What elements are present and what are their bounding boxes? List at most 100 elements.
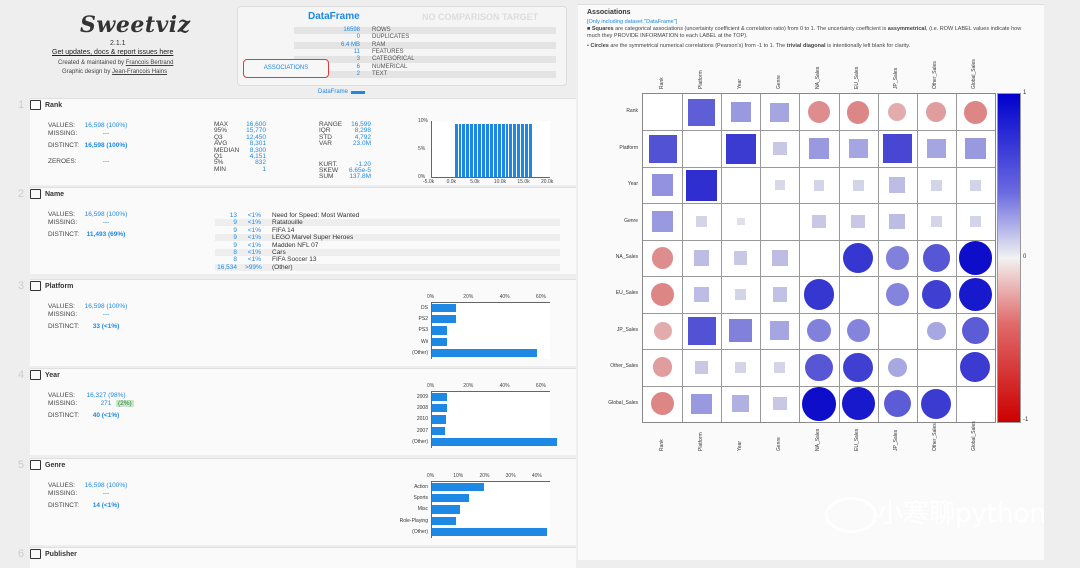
hist-bar <box>493 123 497 177</box>
variable-tab-genre[interactable]: Genre <box>30 460 65 474</box>
top-value-row <box>215 227 560 234</box>
stat-value: 6.65e-5 <box>348 167 371 174</box>
stat-label: MISSING: <box>48 400 78 407</box>
top-value-row <box>215 234 560 242</box>
associations-button[interactable]: ASSOCIATIONS <box>243 59 329 78</box>
grid-line-h <box>643 239 995 241</box>
dataframe-row-value: 0 <box>356 34 360 41</box>
dataframe-row-label: ROWS <box>372 27 391 33</box>
dataframe-row-label: NUMERICAL <box>372 63 408 70</box>
matrix-cell <box>736 217 745 226</box>
matrix-cell <box>805 353 833 382</box>
matrix-col-label-bottom: Global_Sales <box>971 421 978 451</box>
stat-value: 16,598 (100%) <box>84 482 128 489</box>
dataframe-row: 16598 ROWS <box>294 27 556 34</box>
matrix-col-label-bottom: NA_Sales <box>815 428 821 451</box>
dataframe-legend: DataFrame <box>318 89 366 96</box>
matrix-cell <box>688 98 716 126</box>
dataframe-row-value: 6 <box>356 63 360 70</box>
matrix-cell <box>927 321 946 341</box>
bar-label: Wii <box>421 338 428 345</box>
stat-label: STD <box>319 133 332 141</box>
quantile-value: 4,151 <box>249 153 266 160</box>
top-value-count: 9 <box>233 226 237 234</box>
bar-label: DS <box>421 305 428 311</box>
dataframe-row-label: TEXT <box>372 70 388 77</box>
bar-xtick: 60% <box>535 294 546 300</box>
bar <box>432 437 558 446</box>
matrix-col-label-top: Genre <box>775 75 782 89</box>
associations-description: [Only including dataset "DataFrame"] ■ S… <box>587 19 1035 50</box>
stat-value: 16,599 <box>351 121 371 128</box>
quantile-label: Q3 <box>214 133 223 141</box>
matrix-cell <box>969 216 981 228</box>
matrix-col-label-top: Global_Sales <box>971 59 978 89</box>
matrix-col-label-top: NA_Sales <box>815 66 821 89</box>
bar-label: 2008 <box>416 405 428 412</box>
bar-label: 2010 <box>416 416 428 423</box>
variable-index: 5 <box>18 459 25 471</box>
author-link[interactable]: Francois Bertrand <box>125 60 174 66</box>
top-value-row <box>215 249 560 256</box>
matrix-cell <box>922 244 951 272</box>
variable-tab-year[interactable]: Year <box>30 370 60 384</box>
associations-title: Associations <box>587 9 631 16</box>
matrix-cell <box>843 352 873 383</box>
bar <box>432 494 469 503</box>
grid-line-v <box>721 94 723 422</box>
dataframe-row-label: CATEGORICAL <box>372 56 415 63</box>
hist-ytick: 5% <box>418 146 426 152</box>
variable-tab-platform[interactable]: Platform <box>30 281 73 295</box>
stat-value: 16,598 (100%) <box>84 303 128 310</box>
hist-xtick: 5.0k <box>470 179 480 185</box>
matrix-cell <box>842 242 874 274</box>
matrix-cell <box>772 250 788 266</box>
matrix-col-label-top: Rank <box>658 77 665 89</box>
matrix-cell <box>691 393 712 414</box>
matrix-cell <box>969 179 981 191</box>
matrix-row-label: JP_Sales <box>616 326 638 333</box>
stat-value: --- <box>102 311 110 318</box>
stat-label: VALUES: <box>48 482 75 489</box>
top-value-name: LEGO Marvel Super Heroes <box>272 234 354 242</box>
hist-ytick: 0% <box>418 174 426 180</box>
hist-bar <box>466 123 470 177</box>
grid-icon <box>30 460 41 470</box>
matrix-cell <box>725 133 756 164</box>
stat-value: 4,792 <box>354 133 371 141</box>
variable-tab-name[interactable]: Name <box>30 189 64 203</box>
matrix-col-label-bottom: EU_Sales <box>854 428 861 451</box>
stat-value: 271 <box>100 400 112 407</box>
bar-xtick: 20% <box>463 383 474 389</box>
matrix-cell <box>846 319 870 343</box>
top-value-count: 8 <box>233 249 237 256</box>
grid-line-h <box>643 349 995 351</box>
top-value-name: Need for Speed: Most Wanted <box>272 212 360 219</box>
bar <box>432 404 448 413</box>
matrix-col-label-top: Platform <box>697 70 704 89</box>
matrix-cell <box>965 138 986 159</box>
matrix-col-label-bottom: Other_Sales <box>932 423 939 451</box>
matrix-cell <box>735 288 747 300</box>
matrix-col-label-top: JP_Sales <box>893 67 900 89</box>
matrix-cell <box>808 101 830 124</box>
variable-tab-rank[interactable]: Rank <box>30 100 62 114</box>
updates-link[interactable]: Get updates, docs & report issues here <box>52 49 174 56</box>
quantile-label: MIN <box>214 165 226 173</box>
matrix-cell <box>921 279 952 310</box>
matrix-cell <box>648 134 677 163</box>
matrix-cell <box>885 282 909 306</box>
top-value-name: FIFA 14 <box>272 226 295 234</box>
designer-link[interactable]: Jean-Francois Hains <box>112 69 168 75</box>
matrix-cell <box>686 169 718 201</box>
top-value-row <box>215 219 560 227</box>
grid-line-h <box>643 385 995 387</box>
stat-label: DISTINCT: <box>48 323 80 330</box>
dataframe-row-label: DUPLICATES <box>372 34 410 41</box>
grid-line-h <box>643 312 995 314</box>
stat-value: 14 (<1%) <box>92 502 120 509</box>
bar <box>432 483 485 492</box>
quantile-label: Q1 <box>214 153 223 160</box>
variable-name: Year <box>45 371 60 379</box>
variable-tab-publisher[interactable]: Publisher <box>30 549 77 563</box>
